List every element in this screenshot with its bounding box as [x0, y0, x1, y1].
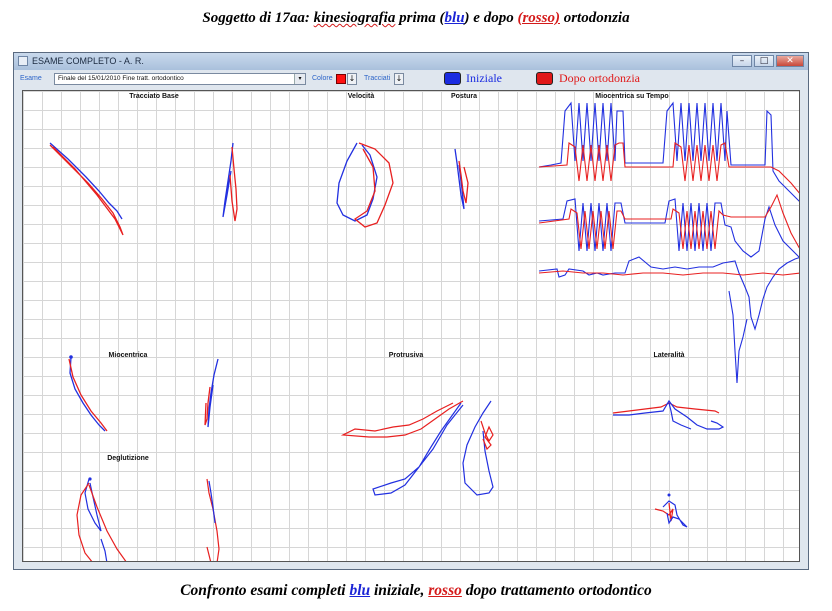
tracings-plot-area: Tracciato Base Velocità Postura Miocentr…: [22, 90, 800, 562]
toolbar: Esame Finale del 15/01/2010 Fine tratt. …: [14, 70, 808, 90]
trace-miocentrica-tempo: [538, 101, 799, 384]
minimize-button[interactable]: –: [732, 55, 752, 67]
trace-tracciato-base: [49, 142, 238, 236]
color-swatch[interactable]: [336, 74, 346, 84]
trace-postura: [454, 148, 469, 210]
window-controls: – □ ✕: [732, 55, 804, 67]
panel-title-protrusiva: Protrusiva: [388, 352, 424, 359]
caption-mid1: prima (: [395, 10, 445, 26]
legend-swatch-after: [536, 72, 553, 85]
trace-deglutizione: [76, 477, 220, 561]
colore-arrow-button[interactable]: ↓: [347, 73, 357, 85]
bottom-caption-blu: blu: [349, 582, 371, 599]
legend-label-after: Dopo ortodonzia: [559, 71, 640, 85]
app-icon: [18, 56, 28, 66]
esame-select[interactable]: Finale del 15/01/2010 Fine tratt. ortodo…: [54, 73, 306, 85]
close-button[interactable]: ✕: [776, 55, 804, 67]
chevron-down-icon[interactable]: ▾: [294, 74, 305, 84]
top-caption: Soggetto di 17aa: kinesiografia prima (b…: [0, 10, 832, 27]
bottom-caption-rosso: rosso: [428, 582, 462, 599]
window-title: ESAME COMPLETO - A. R.: [32, 56, 144, 66]
bottom-caption: Confronto esami completi blu iniziale, r…: [0, 582, 832, 600]
trace-miocentrica: [68, 355, 219, 432]
panel-title-tracciato-base: Tracciato Base: [129, 93, 179, 100]
esame-label: Esame: [20, 75, 42, 82]
tracciati-arrow-button[interactable]: ↓: [394, 73, 404, 85]
title-bar[interactable]: ESAME COMPLETO - A. R. – □ ✕: [14, 53, 808, 70]
bottom-caption-prefix: Confronto esami completi: [180, 582, 350, 599]
panel-title-miocentrica: Miocentrica: [108, 352, 148, 359]
trace-lateralita: [612, 399, 725, 528]
caption-mid2: ) e dopo: [464, 10, 518, 26]
bottom-caption-middle: iniziale,: [370, 582, 429, 599]
app-window: ESAME COMPLETO - A. R. – □ ✕ Esame Final…: [13, 52, 809, 570]
panel-title-lateralita: Lateralità: [653, 352, 685, 359]
trace-velocita: [336, 142, 394, 228]
maximize-button[interactable]: □: [754, 55, 774, 67]
panel-title-deglutizione: Deglutizione: [107, 455, 149, 462]
caption-prefix: Soggetto di 17aa:: [202, 10, 314, 26]
caption-kinesio: kinesiografia: [313, 10, 396, 26]
trace-protrusiva: [340, 400, 494, 496]
panel-title-postura: Postura: [450, 93, 478, 100]
tracciati-label: Tracciati: [364, 75, 391, 82]
legend-swatch-initial: [444, 72, 461, 85]
caption-blu: blu: [444, 10, 465, 26]
esame-select-value: Finale del 15/01/2010 Fine tratt. ortodo…: [58, 75, 184, 82]
tracings-svg: [49, 101, 799, 561]
caption-rosso: (rosso): [517, 10, 560, 26]
panel-title-velocita: Velocità: [347, 93, 375, 100]
legend-label-initial: Iniziale: [466, 71, 502, 85]
bottom-caption-suffix: dopo trattamento ortodontico: [461, 582, 652, 599]
colore-label: Colore: [312, 75, 333, 82]
caption-suffix: ortodonzia: [559, 10, 630, 26]
panel-title-miocentrica-tempo: Miocentrica su Tempo: [595, 93, 669, 100]
